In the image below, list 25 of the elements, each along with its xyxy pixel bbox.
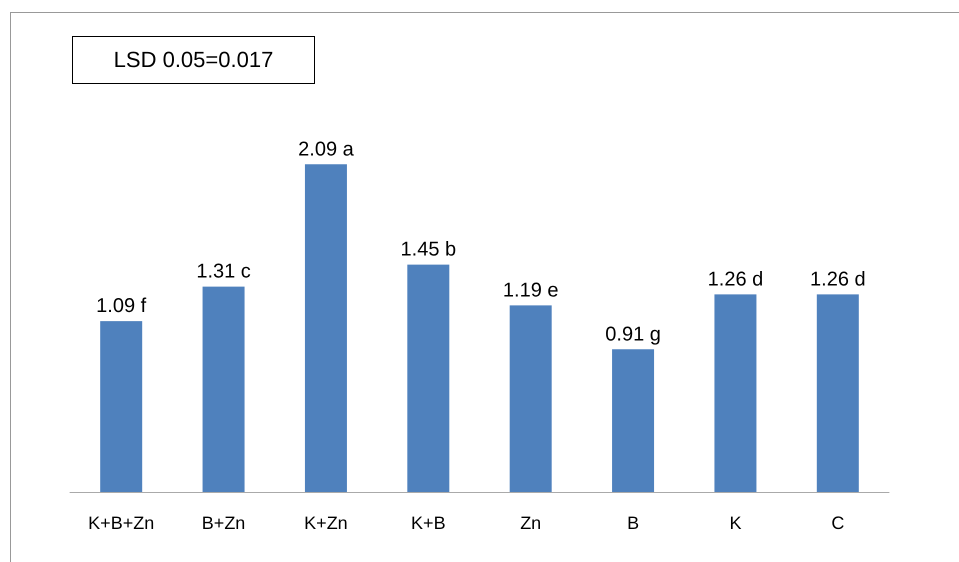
- x-tick-label: B: [627, 513, 640, 533]
- x-tick-label: K: [729, 513, 742, 533]
- data-label: 0.91 g: [605, 323, 661, 346]
- data-label: 1.31 c: [196, 260, 251, 283]
- bar: [714, 294, 756, 492]
- bar: [304, 164, 347, 492]
- bar: [612, 349, 654, 492]
- bar: [100, 321, 142, 492]
- bar: [202, 286, 245, 492]
- x-tick-label: C: [831, 513, 844, 533]
- x-tick-label: K+Zn: [304, 513, 348, 533]
- data-label: 1.19 e: [502, 279, 558, 302]
- x-tick-label: K+B: [411, 513, 446, 533]
- data-label: 1.45 b: [400, 238, 456, 261]
- x-tick-label: K+B+Zn: [88, 513, 154, 533]
- bar: [510, 305, 552, 492]
- data-label: 1.26 d: [708, 268, 764, 290]
- data-label: 2.09 a: [298, 138, 355, 160]
- bar: [407, 264, 450, 492]
- text: LSD 0.05=0.017: [72, 36, 315, 84]
- data-label: 1.26 d: [810, 268, 866, 290]
- x-tick-label: Zn: [520, 513, 542, 533]
- x-tick-label: B+Zn: [202, 513, 246, 533]
- bar: [816, 294, 859, 492]
- data-label: 1.09 f: [96, 295, 147, 318]
